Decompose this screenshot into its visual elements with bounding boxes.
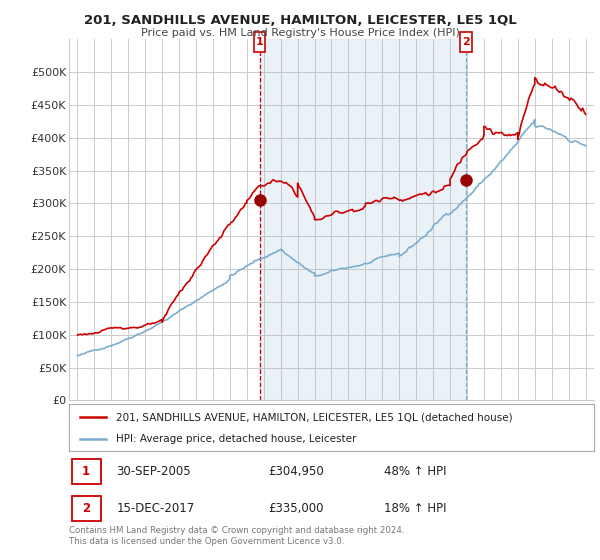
Text: Price paid vs. HM Land Registry's House Price Index (HPI): Price paid vs. HM Land Registry's House … xyxy=(140,28,460,38)
FancyBboxPatch shape xyxy=(254,32,265,52)
Text: 48% ↑ HPI: 48% ↑ HPI xyxy=(384,465,446,478)
Text: £335,000: £335,000 xyxy=(269,502,324,515)
FancyBboxPatch shape xyxy=(71,496,101,521)
Text: 1: 1 xyxy=(82,465,90,478)
Text: 2: 2 xyxy=(82,502,90,515)
Text: 30-SEP-2005: 30-SEP-2005 xyxy=(116,465,191,478)
Text: 1: 1 xyxy=(256,37,263,47)
FancyBboxPatch shape xyxy=(460,32,472,52)
Text: 201, SANDHILLS AVENUE, HAMILTON, LEICESTER, LE5 1QL (detached house): 201, SANDHILLS AVENUE, HAMILTON, LEICEST… xyxy=(116,412,513,422)
Text: 201, SANDHILLS AVENUE, HAMILTON, LEICESTER, LE5 1QL: 201, SANDHILLS AVENUE, HAMILTON, LEICEST… xyxy=(83,14,517,27)
Text: Contains HM Land Registry data © Crown copyright and database right 2024.
This d: Contains HM Land Registry data © Crown c… xyxy=(69,526,404,546)
Text: 15-DEC-2017: 15-DEC-2017 xyxy=(116,502,194,515)
Text: HPI: Average price, detached house, Leicester: HPI: Average price, detached house, Leic… xyxy=(116,434,356,444)
Bar xyxy=(260,39,466,400)
Text: 18% ↑ HPI: 18% ↑ HPI xyxy=(384,502,446,515)
FancyBboxPatch shape xyxy=(71,459,101,484)
Text: £304,950: £304,950 xyxy=(269,465,324,478)
Text: 2: 2 xyxy=(463,37,470,47)
